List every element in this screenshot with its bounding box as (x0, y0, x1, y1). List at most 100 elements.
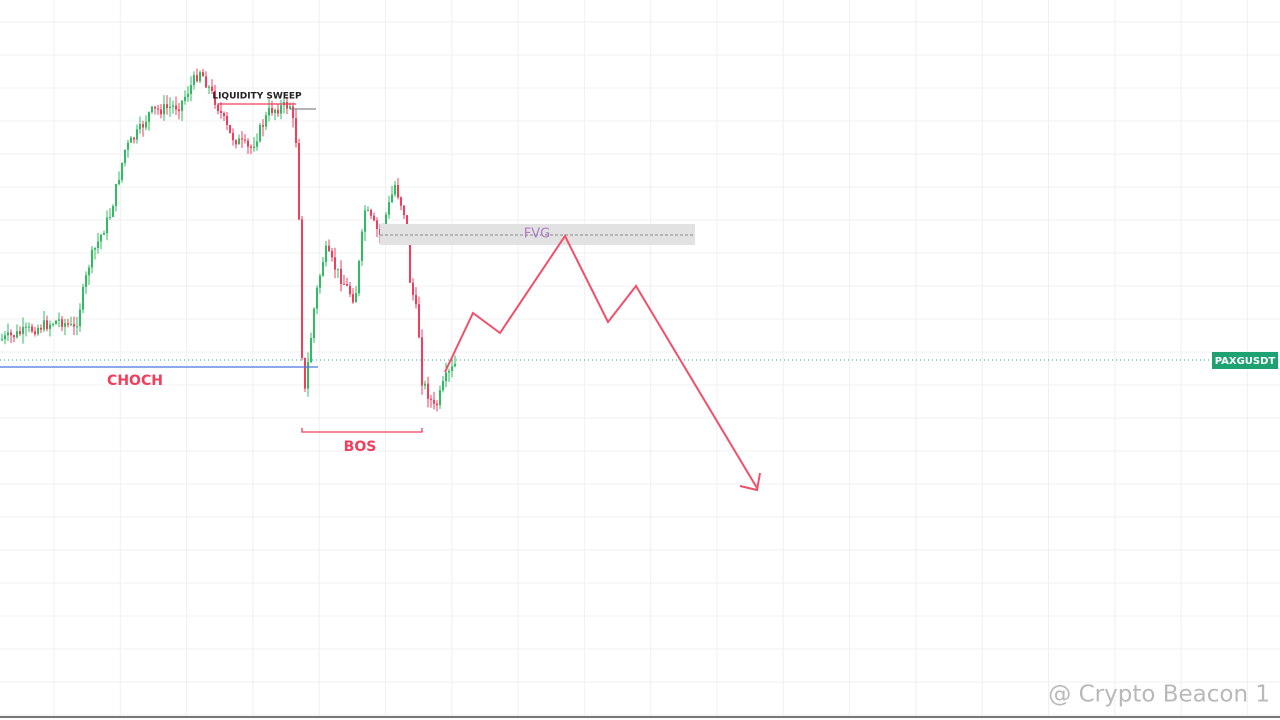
candle-body (301, 219, 303, 358)
candle-body (358, 260, 360, 294)
candle-body (334, 257, 336, 270)
candle-body (61, 319, 63, 327)
bos-line (301, 428, 423, 433)
candle-body (130, 137, 132, 143)
candle-body (256, 141, 258, 147)
candle-body (325, 245, 327, 262)
candle-body (55, 320, 57, 325)
candle-body (226, 116, 228, 126)
candle-body (385, 214, 387, 228)
candle-body (232, 132, 234, 141)
candle-body (127, 142, 129, 150)
candle-body (316, 287, 318, 309)
candle-body (64, 323, 66, 327)
candle-body (112, 205, 114, 217)
candle-body (106, 217, 108, 234)
candle-body (352, 294, 354, 303)
candle-body (310, 338, 312, 363)
candle-body (115, 183, 117, 206)
candle-body (343, 283, 345, 285)
symbol-label: PAXGUSDT (1215, 356, 1276, 367)
candle-body (397, 184, 399, 198)
candle-body (244, 139, 246, 141)
candle-body (289, 106, 291, 109)
candle-body (220, 110, 222, 114)
candle-body (241, 138, 243, 140)
candle-body (13, 335, 15, 338)
candle-body (178, 109, 180, 112)
candle-body (118, 179, 120, 184)
candle-body (49, 324, 51, 329)
candle-body (346, 284, 348, 286)
candle-body (121, 162, 123, 180)
candle-body (10, 332, 12, 336)
candle-body (28, 326, 30, 328)
candle-body (274, 109, 276, 113)
candle-body (265, 115, 267, 127)
candle-body (142, 124, 144, 128)
candle-body (376, 220, 378, 229)
candle-body (451, 366, 453, 371)
candle-body (103, 233, 105, 235)
candle-body (307, 362, 309, 389)
candle-body (151, 106, 153, 113)
bos-label: BOS (344, 439, 377, 455)
candle-body (43, 320, 45, 330)
candle-body (190, 85, 192, 95)
candle-body (100, 234, 102, 242)
candle-body (238, 138, 240, 145)
candle-body (85, 275, 87, 287)
candle-body (421, 337, 423, 386)
candle-body (445, 372, 447, 382)
candle-body (82, 286, 84, 310)
candle-body (295, 118, 297, 144)
candle-body (433, 399, 435, 404)
candle-body (388, 202, 390, 215)
candle-body (391, 194, 393, 203)
candle-body (34, 331, 36, 335)
candle-body (427, 383, 429, 399)
candle-body (340, 268, 342, 284)
symbol-tag (1212, 352, 1278, 369)
candle-body (25, 326, 27, 328)
fvg-label: FVG (524, 227, 550, 242)
candle-body (271, 107, 273, 113)
candle-body (70, 324, 72, 326)
candle-body (88, 267, 90, 276)
candle-body (1, 339, 3, 341)
candle-body (418, 304, 420, 338)
candle-body (67, 323, 69, 325)
candle-body (211, 86, 213, 91)
candle-body (4, 335, 6, 340)
candle-body (196, 75, 198, 82)
candle-body (304, 357, 306, 389)
candle-body (184, 96, 186, 101)
choch-label: CHOCH (107, 373, 163, 389)
candle-body (277, 109, 279, 114)
candle-body (292, 106, 294, 119)
candle-body (31, 326, 33, 332)
candle-body (205, 76, 207, 88)
candle-body (91, 249, 93, 268)
liquidity-sweep-label: LIQUIDITY SWEEP (212, 92, 302, 102)
candle-body (19, 331, 21, 335)
candle-body (223, 113, 225, 117)
candle-body (409, 238, 411, 283)
candle-body (22, 326, 24, 335)
candle-body (430, 398, 432, 400)
candle-body (124, 149, 126, 163)
candle-body (331, 251, 333, 258)
candle-body (193, 75, 195, 86)
candle-body (172, 105, 174, 107)
candle-body (259, 125, 261, 142)
candle-body (328, 245, 330, 252)
candle-body (169, 106, 171, 109)
candle-body (139, 124, 141, 130)
candle-body (163, 104, 165, 115)
candle-body (247, 140, 249, 147)
candle-body (148, 112, 150, 122)
candle-body (37, 327, 39, 335)
candle-body (46, 320, 48, 329)
candle-body (424, 383, 426, 386)
